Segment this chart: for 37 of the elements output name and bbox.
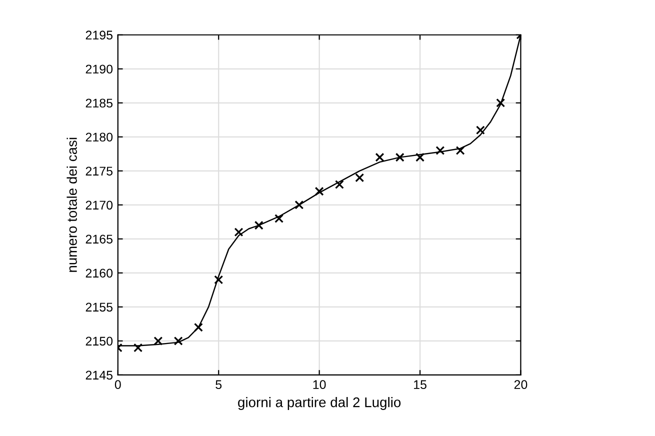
y-tick-label: 2195 bbox=[86, 30, 113, 40]
y-tick-label: 2160 bbox=[86, 268, 113, 278]
y-tick-label: 2175 bbox=[86, 166, 113, 176]
point bbox=[154, 336, 163, 346]
y-tick-label: 2170 bbox=[86, 200, 113, 210]
point bbox=[395, 152, 404, 162]
point bbox=[334, 180, 344, 190]
x-tick-label: 15 bbox=[414, 380, 426, 390]
x-tick-label: 20 bbox=[514, 380, 528, 390]
y-tick-label: 2165 bbox=[86, 234, 113, 244]
point bbox=[214, 275, 224, 284]
point bbox=[375, 152, 384, 162]
point bbox=[355, 173, 364, 182]
y-tick-label: 2145 bbox=[86, 370, 113, 380]
point bbox=[436, 146, 445, 156]
y-tick-label: 2150 bbox=[86, 336, 113, 346]
point bbox=[194, 322, 203, 332]
point bbox=[294, 200, 304, 210]
point bbox=[416, 152, 425, 162]
y-axis-title: numero totale dei casi bbox=[66, 138, 77, 272]
point bbox=[134, 343, 143, 352]
point bbox=[314, 186, 324, 196]
y-tick-label: 2185 bbox=[86, 98, 113, 108]
y-tick-label: 2190 bbox=[86, 64, 113, 74]
point bbox=[274, 214, 284, 224]
x-axis-title: giorni a partire dal 2 Luglio bbox=[238, 397, 401, 410]
point bbox=[456, 146, 465, 156]
y-tick-label: 2180 bbox=[86, 132, 113, 142]
point bbox=[496, 98, 506, 108]
point bbox=[174, 336, 183, 346]
point bbox=[254, 220, 264, 230]
point bbox=[476, 126, 485, 135]
x-tick-label: 10 bbox=[313, 380, 326, 390]
x-tick-label: 0 bbox=[114, 380, 121, 390]
y-tick-label: 2155 bbox=[86, 302, 113, 312]
x-tick-label: 5 bbox=[216, 380, 222, 390]
point bbox=[234, 228, 244, 237]
